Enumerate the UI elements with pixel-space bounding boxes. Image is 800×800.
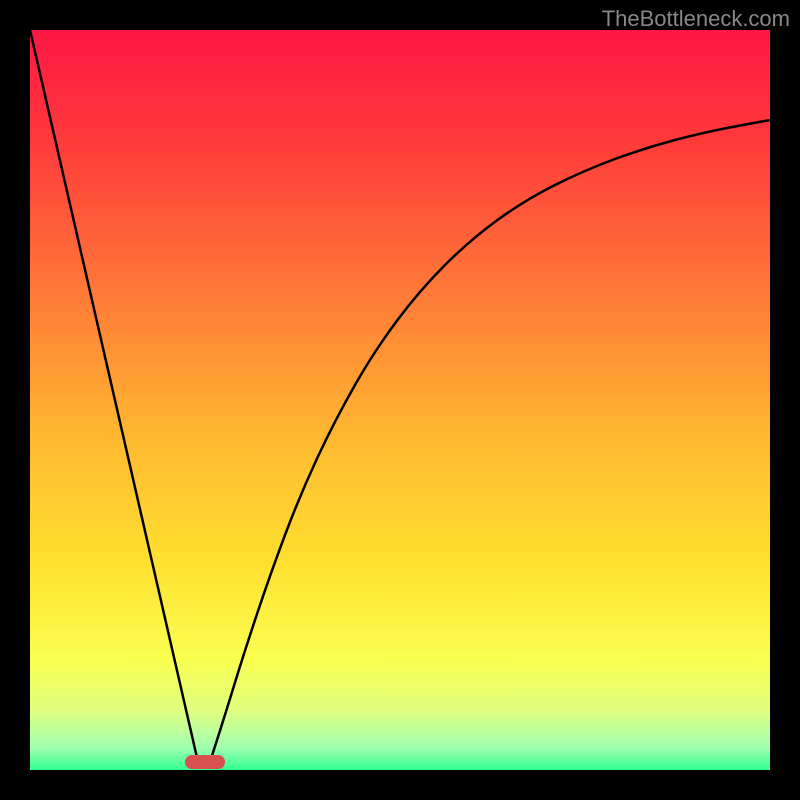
- curve-overlay: [30, 30, 770, 770]
- chart-area: [30, 30, 770, 770]
- watermark-text: TheBottleneck.com: [602, 6, 790, 32]
- dip-marker: [185, 755, 225, 769]
